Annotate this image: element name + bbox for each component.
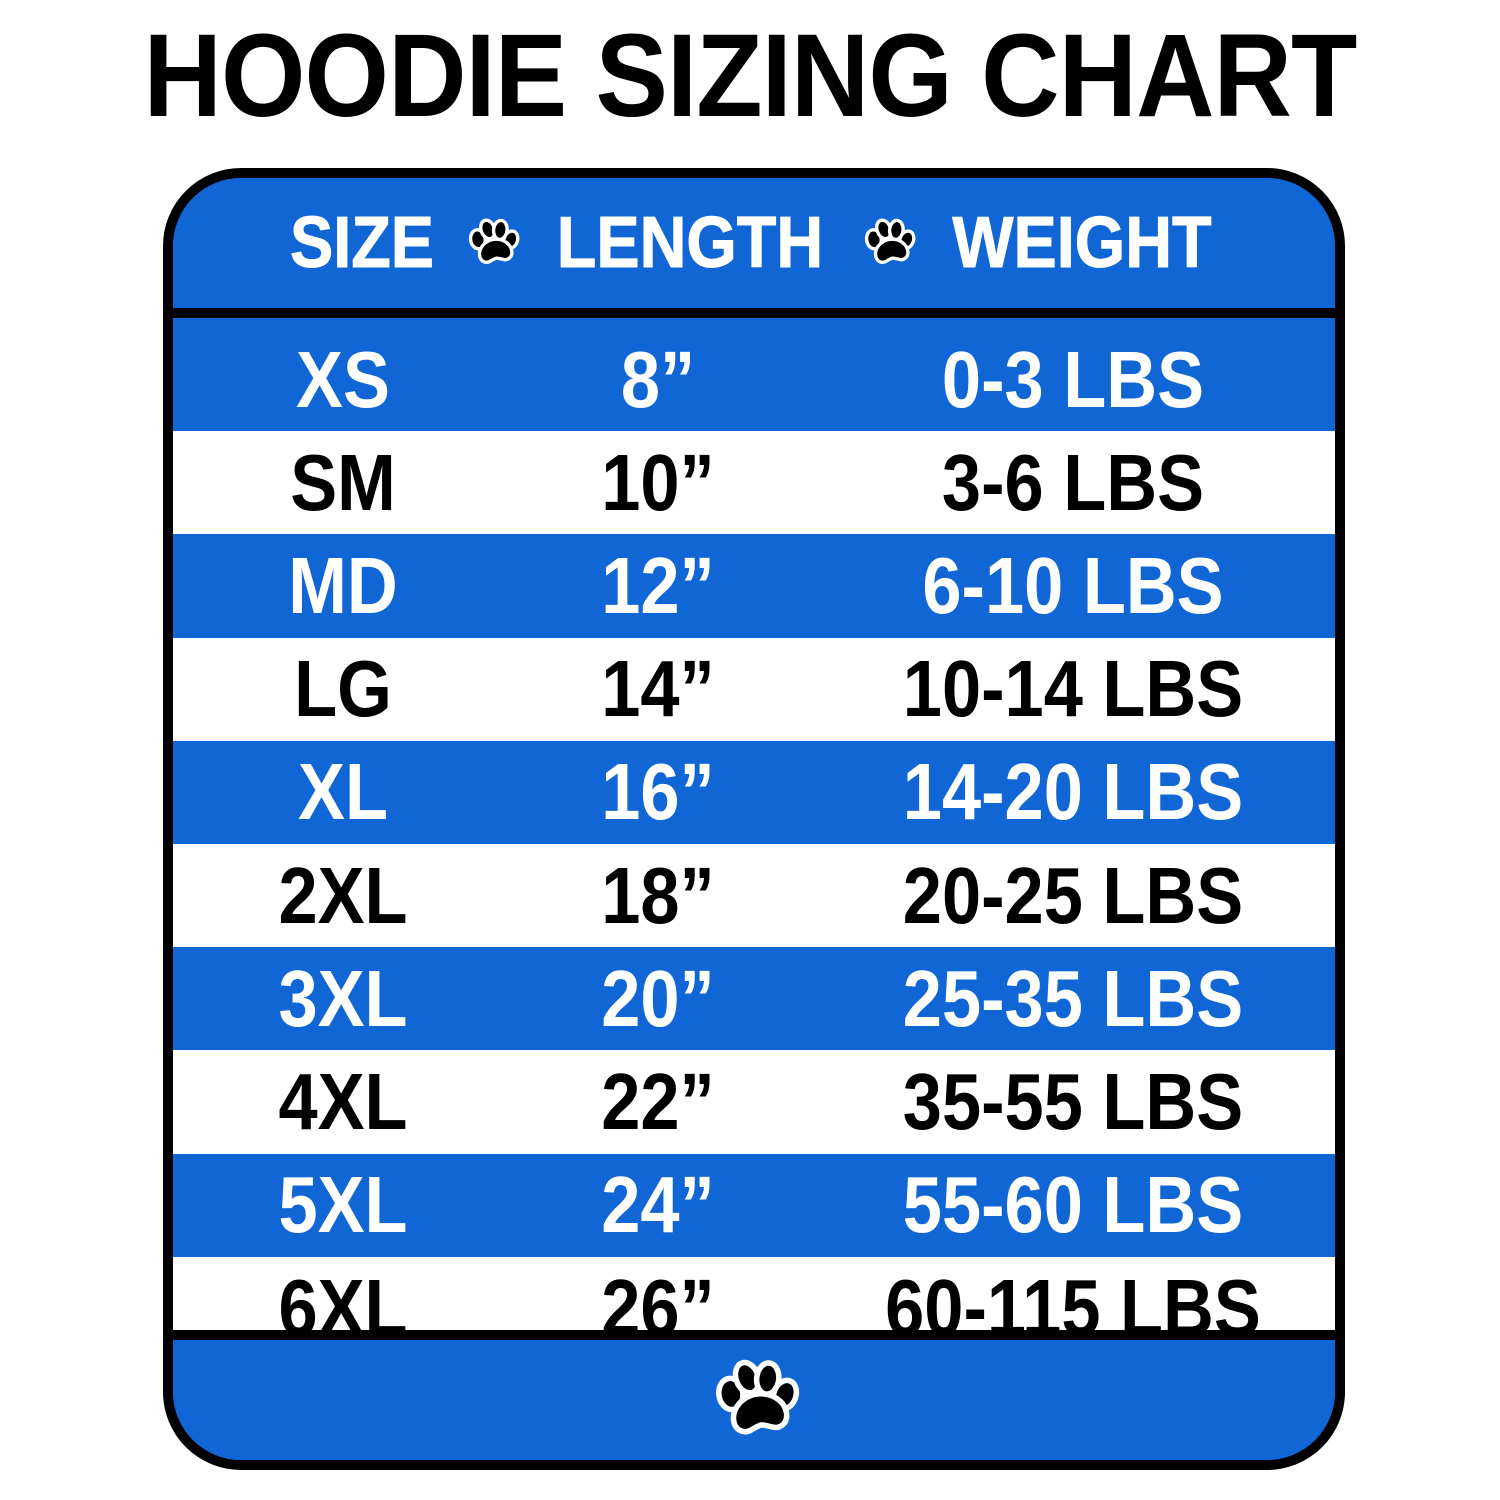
table-row: XL 16” 14-20 LBS	[173, 740, 1335, 845]
cell-size: 2XL	[278, 850, 408, 940]
cell-length: 8”	[620, 334, 696, 424]
page-title: HOODIE SIZING CHART	[143, 10, 1358, 142]
table-body: XS 8” 0-3 LBS SM 10” 3-6 LBS MD 12” 6-10 LBS LG 14…	[173, 328, 1335, 1361]
cell-length: 18”	[601, 850, 715, 940]
cell-weight: 25-35 LBS	[902, 953, 1244, 1043]
column-header-size: SIZE	[290, 203, 435, 283]
column-header-length: LENGTH	[556, 203, 824, 283]
paw-print-icon	[464, 215, 520, 271]
paw-print-icon	[860, 215, 916, 271]
cell-length: 20”	[601, 953, 715, 1043]
cell-weight: 6-10 LBS	[922, 541, 1224, 630]
table-row: 4XL 22” 35-55 LBS	[173, 1050, 1335, 1154]
cell-size: SM	[290, 437, 396, 527]
cell-length: 16”	[601, 747, 715, 837]
table-row: XS 8” 0-3 LBS	[173, 328, 1335, 432]
cell-size: MD	[288, 541, 398, 630]
table-header-row: SIZE LENGTH	[173, 178, 1335, 318]
cell-weight: 3-6 LBS	[941, 437, 1205, 527]
table-row: MD 12” 6-10 LBS	[173, 534, 1335, 638]
table-footer	[173, 1330, 1335, 1460]
cell-length: 22”	[601, 1057, 715, 1147]
cell-size: 5XL	[278, 1160, 408, 1250]
cell-length: 10”	[601, 437, 715, 527]
cell-size: 4XL	[278, 1057, 408, 1147]
cell-length: 14”	[601, 644, 715, 734]
cell-length: 12”	[601, 541, 715, 630]
cell-weight: 0-3 LBS	[941, 334, 1205, 424]
column-header-weight: WEIGHT	[952, 203, 1212, 283]
cell-weight: 55-60 LBS	[902, 1160, 1244, 1250]
cell-size: XL	[298, 747, 388, 837]
cell-size: 3XL	[278, 953, 408, 1043]
table-row: 3XL 20” 25-35 LBS	[173, 947, 1335, 1051]
cell-size: XS	[296, 334, 390, 424]
cell-weight: 35-55 LBS	[902, 1057, 1244, 1147]
sizing-chart-card: SIZE LENGTH	[163, 168, 1345, 1470]
cell-size: LG	[294, 644, 392, 734]
paw-print-icon	[708, 1354, 800, 1446]
table-row: LG 14” 10-14 LBS	[173, 637, 1335, 741]
cell-weight: 10-14 LBS	[902, 644, 1244, 734]
table-row: SM 10” 3-6 LBS	[173, 431, 1335, 535]
cell-weight: 20-25 LBS	[902, 850, 1244, 940]
cell-length: 24”	[601, 1160, 715, 1250]
table-row: 5XL 24” 55-60 LBS	[173, 1153, 1335, 1257]
table-row: 2XL 18” 20-25 LBS	[173, 844, 1335, 948]
cell-weight: 14-20 LBS	[902, 747, 1244, 837]
